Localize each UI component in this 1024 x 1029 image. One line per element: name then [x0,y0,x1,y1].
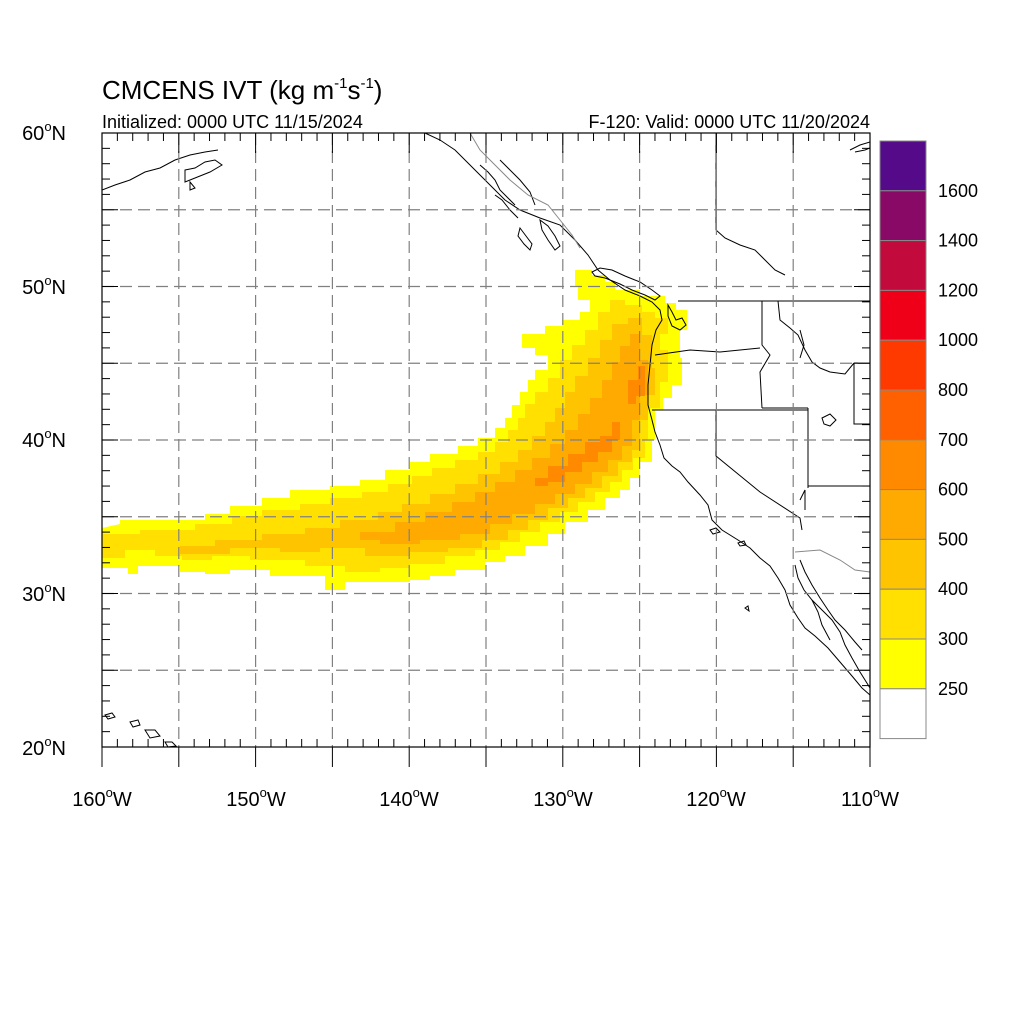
colorbar-swatch [879,289,927,341]
lon-label-160w: 160oW [72,785,132,811]
colorbar-label: 1200 [938,280,978,300]
colorbar-label: 800 [938,380,968,400]
colorbar-swatch [879,688,927,740]
colorbar-label: 700 [938,430,968,450]
colorbar-swatch [879,489,927,540]
latitude-labels: 60oN 50oN 40oN 30oN 20oN [22,119,66,760]
colorbar-swatch [879,439,927,491]
init-time-label: Initialized: 0000 UTC 11/15/2024 [102,112,363,132]
map-area [102,133,870,747]
colorbar-label: 300 [938,629,968,649]
colorbar-label: 400 [938,579,968,599]
colorbar-swatch [879,190,927,242]
graticule [102,133,870,747]
border-us-mexico [794,549,870,573]
ivt-500-band [360,334,648,544]
colorbar-swatch [879,588,927,640]
valid-time-label: F-120: Valid: 0000 UTC 11/20/2024 [588,112,870,132]
colorbar-label: 1400 [938,231,978,251]
colorbar-label: 1600 [938,181,978,201]
colorbar-swatch [879,240,927,291]
colorbar-label: 250 [938,679,968,699]
colorbar-swatch [879,538,927,590]
colorbar-label: 600 [938,480,968,500]
colorbar-label: 500 [938,529,968,549]
colorbar-swatch [879,339,927,391]
border-wa-or [654,347,761,356]
lat-label-20n: 20oN [22,734,66,760]
ivt-600-band [535,366,645,486]
colorbar: 1600 1400 1200 1000 800 700 600 500 400 300 250 [879,140,978,740]
longitude-labels: 160oW 150oW 140oW 130oW 120oW 110oW [72,785,899,811]
lon-label-110w: 110oW [841,785,899,811]
lon-label-120w: 120oW [686,785,746,811]
coastlines [102,133,870,747]
lat-label-40n: 40oN [22,426,66,452]
plot-title: CMCENS IVT (kg m-1s-1) [102,75,382,105]
tick-marks [101,132,871,767]
coastline-west-america [424,133,870,696]
lon-label-130w: 130oW [533,785,593,811]
lon-label-150w: 150oW [226,785,286,811]
lat-label-60n: 60oN [22,119,66,145]
lon-label-140w: 140oW [379,785,439,811]
colorbar-label: 1000 [938,330,978,350]
graticule-parallels [102,209,870,671]
colorbar-swatch [879,389,927,441]
colorbar-swatch [879,140,927,192]
ivt-shading [102,270,687,590]
lat-label-50n: 50oN [22,273,66,299]
colorbar-swatch [879,638,927,690]
lat-label-30n: 30oN [22,580,66,606]
